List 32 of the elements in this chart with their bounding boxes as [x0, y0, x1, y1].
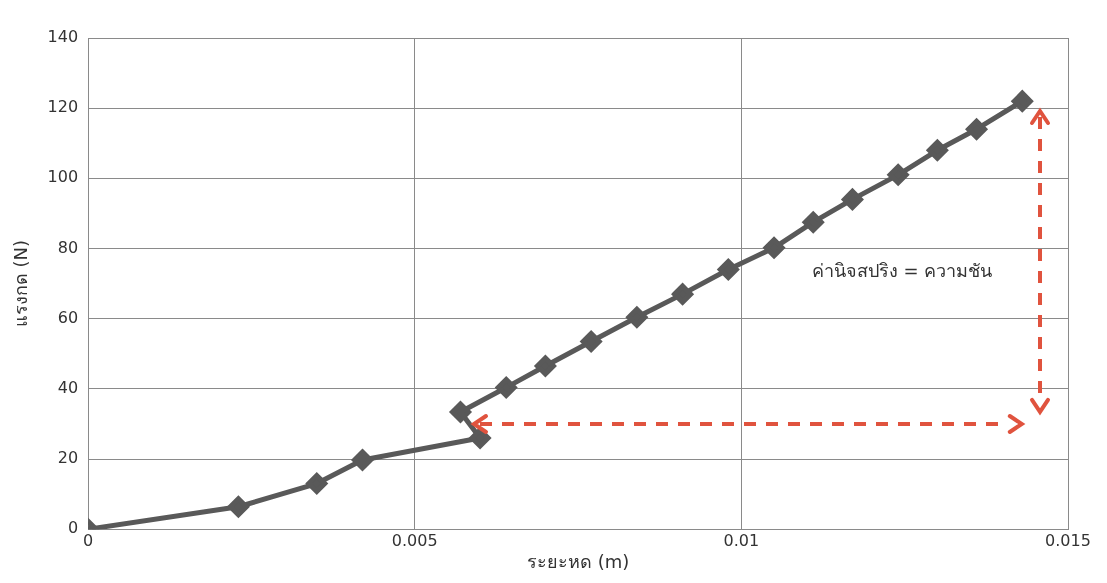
y-tick-label: 140 — [47, 27, 79, 47]
y-axis-title: แรงกด (N) — [10, 239, 32, 328]
point — [1011, 90, 1033, 112]
point — [306, 473, 328, 495]
point — [352, 449, 373, 471]
y-tick-label: 120 — [47, 97, 79, 117]
x-tick-label: 0.01 — [723, 530, 760, 550]
y-tick-label: 80 — [57, 237, 79, 257]
point — [449, 401, 471, 423]
point — [495, 376, 517, 398]
point — [672, 283, 694, 305]
point — [580, 330, 602, 352]
y-tick-label: 40 — [57, 378, 79, 398]
y-tick-label: 20 — [57, 448, 79, 468]
x-tick-label: 0.005 — [391, 530, 438, 550]
point — [227, 496, 249, 518]
point — [926, 139, 948, 161]
point — [802, 211, 824, 233]
point — [966, 118, 988, 140]
point — [887, 164, 909, 186]
x-axis-title: ระยะหด (m) — [526, 550, 630, 572]
point — [534, 355, 556, 377]
y-tick-label: 60 — [57, 307, 79, 327]
y-tick-label: 100 — [47, 167, 79, 187]
annotation: ค่านิจสปริง = ความชัน — [811, 258, 993, 283]
point — [763, 237, 785, 259]
point — [626, 306, 648, 328]
point — [469, 427, 491, 449]
x-tick-label: 0.015 — [1045, 530, 1091, 550]
point — [841, 188, 863, 210]
x-tick-label: 0 — [83, 530, 94, 550]
point — [717, 259, 739, 281]
